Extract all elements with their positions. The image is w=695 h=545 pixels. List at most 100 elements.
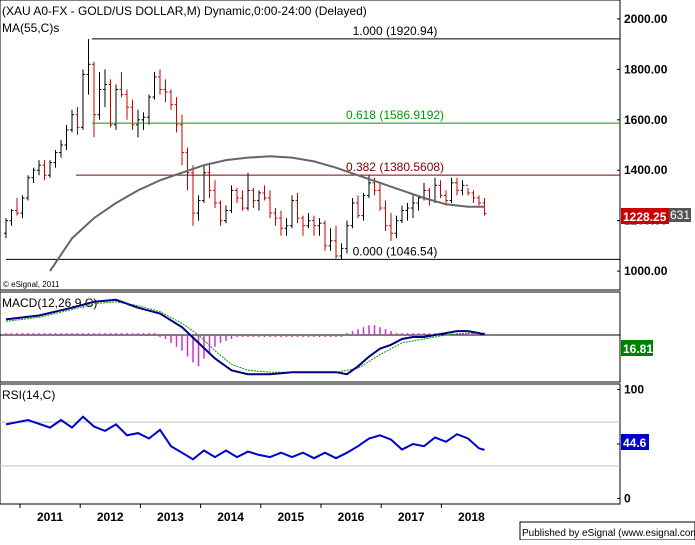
ohlc-bar bbox=[169, 89, 173, 110]
ohlc-bar bbox=[328, 228, 333, 251]
ohlc-bar bbox=[108, 79, 113, 128]
ohlc-bar bbox=[477, 195, 481, 206]
ohlc-bar bbox=[196, 195, 201, 221]
ohlc-bar bbox=[15, 197, 19, 216]
fib-label: 0.382 (1380.5608) bbox=[346, 160, 444, 174]
x-tick-label: 2012 bbox=[97, 510, 124, 524]
rsi-guide-lines bbox=[0, 421, 620, 467]
ohlc-bar bbox=[312, 215, 316, 236]
ohlc-bar bbox=[339, 243, 344, 260]
ohlc-bar bbox=[202, 165, 206, 203]
price-y-tick-label: 2000.00 bbox=[624, 12, 668, 26]
copyright-text: © eSignal, 2011 bbox=[3, 280, 60, 289]
price-y-tick-label: 1800.00 bbox=[624, 62, 668, 76]
macd-value-badge bbox=[621, 340, 653, 356]
ohlc-bar bbox=[301, 215, 305, 236]
ohlc-bar bbox=[31, 167, 36, 183]
ohlc-bar bbox=[460, 180, 465, 196]
ohlc-bar bbox=[185, 147, 190, 191]
price-y-tick-label: 1400.00 bbox=[624, 163, 668, 177]
ohlc-bar bbox=[350, 197, 355, 229]
ma-55-line bbox=[49, 155, 485, 272]
ohlc-bar bbox=[4, 218, 8, 239]
ohlc-bar bbox=[163, 79, 168, 103]
publisher-text: Published by eSignal (www.esignal.com) bbox=[522, 528, 695, 539]
x-axis-ticks: 2011 2012 2013 2014 2015 2016 2017 2018 bbox=[19, 504, 485, 524]
macd-value: 16.81 bbox=[623, 342, 653, 356]
price-badges: 1228.25 631 bbox=[621, 208, 691, 224]
ohlc-bar bbox=[334, 225, 338, 259]
ohlc-bar bbox=[70, 109, 74, 133]
ohlc-bar bbox=[20, 195, 25, 219]
ohlc-bar bbox=[9, 209, 14, 226]
ohlc-bar bbox=[147, 94, 151, 125]
rsi-y-tick-label: 100 bbox=[624, 382, 644, 396]
ohlc-bar bbox=[125, 89, 129, 120]
x-tick-label: 2013 bbox=[157, 510, 184, 524]
ohlc-bar bbox=[86, 39, 91, 95]
rsi-title: RSI(14,C) bbox=[2, 388, 55, 402]
ohlc-bar bbox=[361, 192, 366, 221]
ohlc-bar bbox=[284, 218, 289, 236]
rsi-value-badge bbox=[621, 434, 649, 450]
macd-line bbox=[5, 298, 485, 376]
ma-label: MA(55,C)s bbox=[2, 21, 59, 35]
ohlc-bar bbox=[207, 162, 212, 198]
ohlc-bar bbox=[444, 190, 448, 206]
ohlc-bar bbox=[130, 99, 135, 130]
ohlc-bar bbox=[389, 213, 393, 241]
ohlc-bar bbox=[290, 195, 294, 229]
ohlc-bar bbox=[103, 69, 107, 108]
x-tick-label: 2011 bbox=[37, 510, 63, 524]
ohlc-bar bbox=[257, 190, 261, 211]
price-panel: (XAU A0-FX - GOLD/US DOLLAR,M) Dynamic,0… bbox=[0, 0, 691, 291]
rsi-value: 44.6 bbox=[623, 436, 647, 450]
ohlc-bar bbox=[295, 192, 300, 224]
ohlc-bar bbox=[279, 210, 283, 236]
ma-value: 631 bbox=[670, 208, 690, 222]
ohlc-bar bbox=[262, 185, 267, 201]
ohlc-bar bbox=[59, 139, 63, 158]
ohlc-bar bbox=[416, 195, 421, 211]
ohlc-bar bbox=[174, 97, 179, 133]
ohlc-bar bbox=[455, 177, 459, 196]
ohlc-bar bbox=[268, 190, 272, 219]
macd-panel: MACD(12,26,9,C) 16.81 bbox=[0, 291, 653, 383]
ohlc-bar bbox=[405, 203, 410, 221]
ohlc-bar bbox=[218, 200, 223, 226]
ohlc-bar bbox=[449, 177, 454, 203]
x-axis: 2011 2012 2013 2014 2015 2016 2017 2018 bbox=[0, 503, 620, 524]
ohlc-bar bbox=[158, 69, 162, 95]
price-bars bbox=[4, 39, 487, 260]
fib-levels: 1.000 (1920.94) 0.618 (1586.9192) 0.382 (1… bbox=[6, 24, 620, 260]
ohlc-bar bbox=[240, 190, 245, 211]
price-y-tick-label: 1600.00 bbox=[624, 113, 668, 127]
ohlc-bar bbox=[53, 150, 58, 168]
ohlc-bar bbox=[114, 84, 118, 130]
ohlc-bar bbox=[37, 160, 41, 176]
ohlc-bar bbox=[213, 180, 217, 209]
ohlc-bar bbox=[273, 208, 278, 226]
last-price-value: 1228.25 bbox=[623, 210, 667, 224]
ohlc-bar bbox=[251, 187, 256, 209]
price-y-tick-label: 1000.00 bbox=[624, 264, 668, 278]
ohlc-bar bbox=[345, 220, 349, 254]
ohlc-bar bbox=[471, 190, 476, 203]
ohlc-bar bbox=[323, 220, 327, 251]
ohlc-bar bbox=[400, 205, 404, 224]
rsi-y-tick-label: 0 bbox=[624, 492, 631, 506]
x-tick-label: 2016 bbox=[338, 510, 365, 524]
ohlc-bar bbox=[466, 184, 470, 196]
ohlc-bar bbox=[42, 160, 47, 181]
ohlc-bar bbox=[26, 175, 30, 201]
ohlc-bar bbox=[92, 61, 96, 138]
fib-label: 0.618 (1586.9192) bbox=[346, 108, 444, 122]
x-tick-label: 2014 bbox=[217, 510, 244, 524]
last-price-badge bbox=[621, 208, 669, 224]
ohlc-bar bbox=[411, 195, 415, 219]
ohlc-bar bbox=[306, 213, 311, 229]
ohlc-bar bbox=[119, 71, 124, 98]
macd-signal-line bbox=[5, 301, 485, 373]
